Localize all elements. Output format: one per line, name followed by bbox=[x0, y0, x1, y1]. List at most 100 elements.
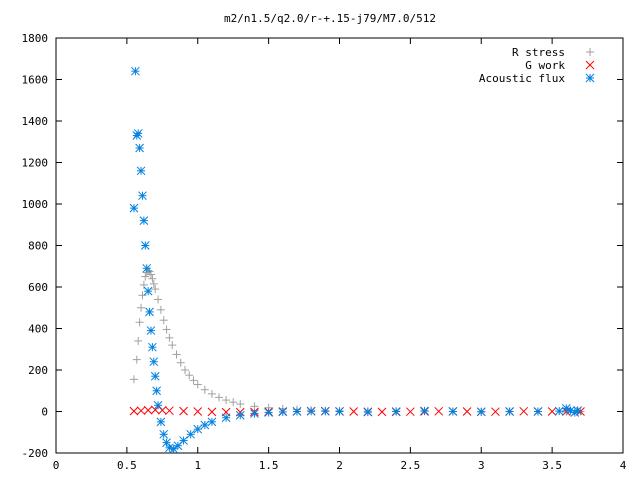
data-point bbox=[146, 326, 156, 335]
data-point bbox=[159, 429, 169, 439]
x-tick-label: 3.5 bbox=[542, 459, 562, 472]
data-point bbox=[193, 407, 203, 416]
legend-marker bbox=[586, 48, 594, 56]
data-point bbox=[236, 400, 245, 409]
data-point bbox=[207, 407, 217, 417]
data-point bbox=[141, 272, 150, 281]
data-point bbox=[136, 406, 146, 416]
data-point bbox=[156, 305, 165, 314]
data-point bbox=[152, 386, 161, 396]
data-point bbox=[162, 325, 171, 334]
data-point bbox=[349, 407, 359, 416]
y-tick-label: 0 bbox=[41, 406, 48, 419]
data-point bbox=[448, 407, 458, 416]
plot-frame bbox=[55, 37, 624, 454]
data-point bbox=[406, 407, 415, 417]
data-point bbox=[215, 393, 224, 402]
data-point bbox=[165, 406, 174, 416]
series-acoustic-flux bbox=[129, 66, 582, 454]
data-point bbox=[476, 407, 486, 417]
data-point bbox=[391, 407, 401, 416]
data-point bbox=[420, 406, 429, 416]
data-point bbox=[153, 400, 163, 410]
y-tick-label: 1200 bbox=[22, 157, 49, 170]
chart-title: m2/n1.5/q2.0/r-+.15-j79/M7.0/512 bbox=[224, 12, 436, 25]
x-tick-label: 1.5 bbox=[259, 459, 279, 472]
data-point bbox=[138, 191, 147, 201]
legend-label: G work bbox=[525, 59, 565, 72]
data-point bbox=[207, 389, 216, 398]
series-r-stress bbox=[129, 266, 585, 416]
x-tick-label: 4 bbox=[620, 459, 627, 472]
y-tick-label: 200 bbox=[28, 364, 48, 377]
data-point bbox=[320, 406, 330, 416]
data-point bbox=[129, 375, 138, 384]
data-point bbox=[235, 410, 245, 420]
data-point bbox=[139, 280, 148, 289]
data-point bbox=[135, 318, 144, 327]
axis-ticks: 0 0.5 1 1.5 2 2.5 3 3.5 4 -200 0 200 400 600 800 1000 12… bbox=[22, 32, 627, 472]
data-point bbox=[179, 436, 188, 445]
data-point bbox=[533, 407, 543, 416]
data-point bbox=[462, 407, 472, 416]
y-tick-label: 1400 bbox=[22, 115, 49, 128]
data-point bbox=[157, 405, 167, 415]
x-tick-label: 2 bbox=[336, 459, 343, 472]
data-point bbox=[491, 407, 500, 417]
data-point bbox=[142, 263, 152, 273]
legend-marker bbox=[585, 60, 595, 70]
y-tick-label: 1000 bbox=[22, 198, 49, 211]
data-point bbox=[156, 417, 166, 427]
data-point bbox=[185, 371, 194, 380]
y-tick-label: 1600 bbox=[22, 74, 49, 87]
x-tick-label: 1 bbox=[194, 459, 201, 472]
data-point bbox=[140, 241, 150, 250]
data-point bbox=[250, 402, 259, 411]
data-point bbox=[264, 408, 273, 417]
data-point bbox=[176, 358, 185, 367]
data-point bbox=[131, 66, 140, 76]
data-point bbox=[554, 406, 564, 416]
data-point bbox=[168, 341, 177, 350]
data-point bbox=[505, 407, 514, 416]
x-tick-label: 2.5 bbox=[400, 459, 420, 472]
data-point bbox=[172, 350, 181, 359]
legend-marker bbox=[585, 73, 595, 83]
data-point bbox=[434, 406, 444, 416]
x-tick-label: 3 bbox=[478, 459, 485, 472]
data-point bbox=[200, 420, 210, 430]
data-point bbox=[193, 380, 202, 389]
data-point bbox=[363, 407, 373, 417]
data-point bbox=[151, 285, 160, 294]
data-point bbox=[222, 396, 231, 405]
data-point bbox=[193, 424, 203, 434]
data-point bbox=[377, 407, 387, 417]
data-point bbox=[186, 429, 196, 439]
data-point bbox=[278, 407, 288, 417]
data-point bbox=[519, 406, 529, 416]
data-point bbox=[150, 371, 160, 381]
data-point bbox=[143, 286, 153, 296]
y-tick-label: 400 bbox=[28, 323, 48, 336]
data-point bbox=[148, 274, 157, 283]
data-point bbox=[165, 333, 174, 342]
data-point bbox=[229, 398, 238, 407]
data-point bbox=[292, 407, 302, 416]
data-point bbox=[180, 366, 189, 374]
data-point bbox=[159, 316, 168, 325]
data-point bbox=[129, 406, 139, 416]
data-point bbox=[133, 129, 143, 138]
data-point bbox=[136, 166, 146, 176]
legend-label: Acoustic flux bbox=[479, 72, 565, 85]
data-point bbox=[137, 303, 146, 312]
data-point bbox=[200, 385, 209, 394]
x-tick-label: 0.5 bbox=[117, 459, 137, 472]
data-point bbox=[221, 413, 231, 423]
data-point bbox=[129, 203, 139, 213]
data-point bbox=[139, 216, 149, 225]
data-point bbox=[135, 143, 144, 153]
y-tick-label: -200 bbox=[22, 447, 49, 460]
data-point bbox=[335, 407, 344, 416]
y-tick-label: 1800 bbox=[22, 32, 49, 45]
